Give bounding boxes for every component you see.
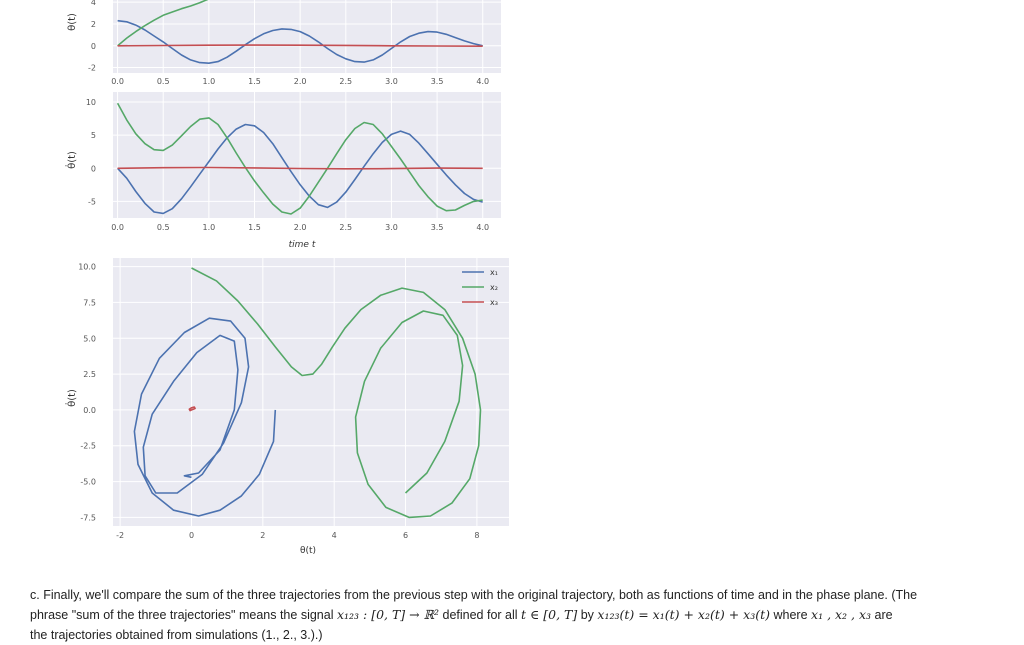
legend-label-x2: x₂ [490, 283, 498, 292]
question-text-span: by [577, 608, 598, 622]
y-tick-label: 10 [86, 98, 96, 107]
x-tick-label: 6 [403, 531, 408, 540]
x-axis-label: time t [289, 240, 316, 250]
series-line-x2 [117, 0, 209, 47]
x-tick-label: 3.5 [431, 77, 444, 86]
x-tick-label: 1.0 [202, 77, 215, 86]
series-line-x2 [116, 102, 483, 215]
x-tick-label: 2.0 [294, 223, 307, 232]
x-tick-label: 2 [260, 531, 265, 540]
x-tick-label: 3.0 [385, 223, 398, 232]
y-axis-label: θ(t) [67, 13, 78, 31]
x-tick-label: 8 [474, 531, 479, 540]
legend-label-x1: x₁ [490, 268, 498, 277]
legend-label-x3: x₃ [490, 298, 498, 307]
x-tick-label: 4.0 [476, 77, 489, 86]
x-tick-label: 4.0 [476, 223, 489, 232]
series-line-x3 [188, 406, 196, 412]
math-domain: t ∈ [0, T] [521, 607, 578, 622]
question-text-span: phrase "sum of the three trajectories" m… [30, 608, 337, 622]
x-tick-label: 1.5 [248, 77, 261, 86]
y-tick-label: 2.5 [83, 370, 96, 379]
y-tick-label: -7.5 [80, 513, 96, 522]
x-tick-label: -2 [116, 531, 124, 540]
plot-area [113, 0, 501, 73]
math-trajectories: x₁ , x₂ , x₃ [811, 607, 872, 622]
question-line-3: the trajectories obtained from simulatio… [30, 628, 323, 642]
series-line-x1 [117, 19, 483, 65]
y-tick-label: 5 [91, 131, 96, 140]
question-text: c. Finally, we'll compare the sum of the… [30, 585, 935, 645]
series-line-x1 [133, 317, 277, 517]
series-line-x2 [191, 267, 482, 519]
figure: 0.0 0.5 1.0 1.5 2.0 2.5 3.0 3.5 4.0 4 2 0 -2 θ(t) 0.… [64, 0, 509, 556]
x-tick-label: 2.5 [339, 223, 352, 232]
y-tick-label: -5.0 [80, 478, 96, 487]
math-sum-equation: x₁₂₃(t) = x₁(t) + x₂(t) + x₃(t) [597, 607, 771, 622]
y-tick-label: 0 [91, 42, 96, 51]
question-text-span: where [770, 608, 812, 622]
question-line-2: phrase "sum of the three trajectories" m… [30, 605, 935, 625]
x-axis-label: θ(t) [300, 546, 316, 556]
x-tick-label: 3.5 [431, 223, 444, 232]
x-tick-label: 1.5 [248, 223, 261, 232]
x-tick-label: 0.5 [157, 223, 170, 232]
x-tick-label: 0.0 [111, 77, 124, 86]
y-axis-label: θ̇(t) [64, 389, 78, 407]
y-tick-label: 10.0 [78, 263, 96, 272]
x-tick-label: 4 [332, 531, 337, 540]
chart-theta-vs-time: 0.0 0.5 1.0 1.5 2.0 2.5 3.0 3.5 4.0 4 2 0 -2 θ(t) [67, 0, 501, 86]
y-tick-label: -2 [88, 64, 96, 73]
question-text-span: are [871, 608, 893, 622]
x-tick-label: 0.0 [111, 223, 124, 232]
x-tick-label: 0 [189, 531, 194, 540]
math-signal-def: x₁₂₃ : [0, T] → ℝ² [336, 607, 440, 622]
chart-phase-plane: -2 0 2 4 6 8 10.0 7.5 5.0 2.5 0.0 -2.5 -5.0 -7.5 θ̇(t… [64, 258, 509, 556]
question-text-span: defined for all [439, 608, 522, 622]
y-tick-label: 5.0 [83, 334, 96, 343]
x-tick-label: 0.5 [157, 77, 170, 86]
y-tick-label: 0 [91, 164, 96, 173]
y-tick-label: 0.0 [83, 406, 96, 415]
y-tick-label: -2.5 [80, 442, 96, 451]
series-line-x3 [117, 166, 483, 170]
question-line-1: c. Finally, we'll compare the sum of the… [30, 588, 918, 602]
x-tick-label: 1.0 [202, 223, 215, 232]
x-tick-label: 3.0 [385, 77, 398, 86]
x-tick-label: 2.5 [339, 77, 352, 86]
y-tick-label: -5 [88, 197, 96, 206]
series-line-x1 [117, 123, 483, 215]
y-axis-label: θ̇(t) [64, 151, 78, 169]
plot-area [113, 258, 509, 526]
y-tick-label: 4 [91, 0, 96, 7]
y-tick-label: 7.5 [83, 298, 96, 307]
x-tick-label: 2.0 [294, 77, 307, 86]
series-line-x3 [117, 44, 483, 47]
plot-area [113, 92, 501, 218]
legend: x₁ x₂ x₃ [462, 268, 498, 307]
y-tick-label: 2 [91, 20, 96, 29]
